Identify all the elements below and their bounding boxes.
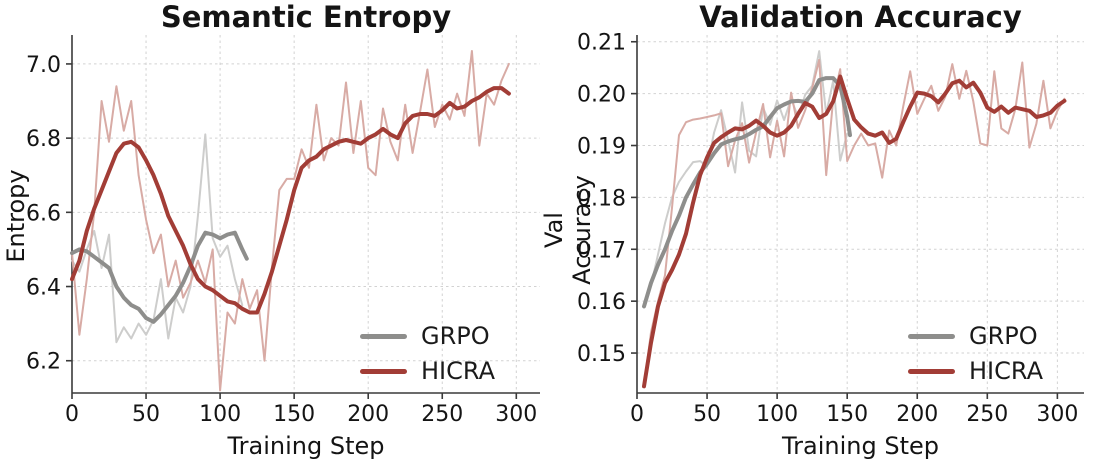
series-line-GRPO: [70, 230, 249, 324]
legend: GRPO HICRA: [908, 322, 1043, 385]
y-tick-label: 0.19: [577, 135, 626, 160]
legend: GRPO HICRA: [360, 322, 495, 385]
y-tick-label: 6.6: [26, 201, 61, 226]
y-tick-label: 6.4: [26, 276, 61, 301]
x-tick-label: 300: [495, 402, 537, 427]
accuracy-line-chart: 0 50 100 150 200 250 300 0.15 0.16 0.17 0.18 0.19 0.…: [577, 31, 1084, 427]
legend-item-hicra: HICRA: [360, 357, 495, 385]
chart-panel-validation-accuracy: Validation Accuracy Val Accuracy 0 50 100 1…: [540, 0, 1096, 466]
x-tick-label: 300: [1036, 402, 1078, 427]
legend-line-grpo: [908, 333, 955, 339]
legend-line-hicra: [360, 368, 407, 374]
legend-label-hicra: HICRA: [969, 357, 1044, 385]
chart-panel-semantic-entropy: Semantic Entropy Entropy 0 50 100 150 200 250…: [2, 0, 540, 460]
x-tick-label: 250: [421, 402, 463, 427]
legend-label-hicra: HICRA: [421, 357, 496, 385]
chart-title: Validation Accuracy: [699, 0, 1022, 34]
chart-title: Semantic Entropy: [160, 0, 452, 34]
x-tick-label: 100: [756, 402, 798, 427]
series-line-HICRA: [642, 74, 1067, 389]
x-tick-label: 200: [896, 402, 938, 427]
x-tick-label: 150: [826, 402, 868, 427]
y-tick-label: 6.2: [26, 350, 61, 375]
y-tick-label: 7.0: [26, 53, 61, 78]
x-tick-label: 0: [630, 402, 644, 427]
series-line-HICRA_raw: [71, 50, 510, 392]
legend-label-grpo: GRPO: [969, 322, 1038, 350]
entropy-line-chart: 0 50 100 150 200 250 300 6.2 6.4 6.6 6.8 7.0: [26, 35, 540, 427]
legend-item-grpo: GRPO: [908, 322, 1043, 350]
legend-item-hicra: HICRA: [908, 357, 1043, 385]
x-tick-label: 100: [199, 402, 241, 427]
y-tick-label: 0.21: [577, 31, 626, 56]
x-tick-label: 0: [65, 402, 79, 427]
y-tick-label: 0.16: [577, 290, 626, 315]
y-tick-label: 0.17: [577, 238, 626, 263]
series-line-GRPO: [642, 76, 852, 309]
y-tick-label: 0.20: [577, 83, 626, 108]
legend-item-grpo: GRPO: [360, 322, 495, 350]
legend-line-hicra: [908, 368, 955, 374]
y-tick-label: 0.15: [577, 342, 626, 367]
y-tick-label: 6.8: [26, 127, 61, 152]
legend-label-grpo: GRPO: [421, 322, 490, 350]
x-tick-label: 150: [273, 402, 315, 427]
legend-line-grpo: [360, 333, 407, 339]
x-tick-label: 50: [693, 402, 721, 427]
x-tick-label: 250: [966, 402, 1008, 427]
y-tick-label: 0.18: [577, 186, 626, 211]
x-tick-label: 200: [347, 402, 389, 427]
series-line-HICRA: [70, 86, 511, 315]
series-line-HICRA_raw: [643, 58, 1066, 388]
x-axis-label: Training Step: [782, 432, 939, 460]
x-axis-label: Training Step: [227, 432, 385, 460]
x-tick-label: 50: [132, 402, 160, 427]
